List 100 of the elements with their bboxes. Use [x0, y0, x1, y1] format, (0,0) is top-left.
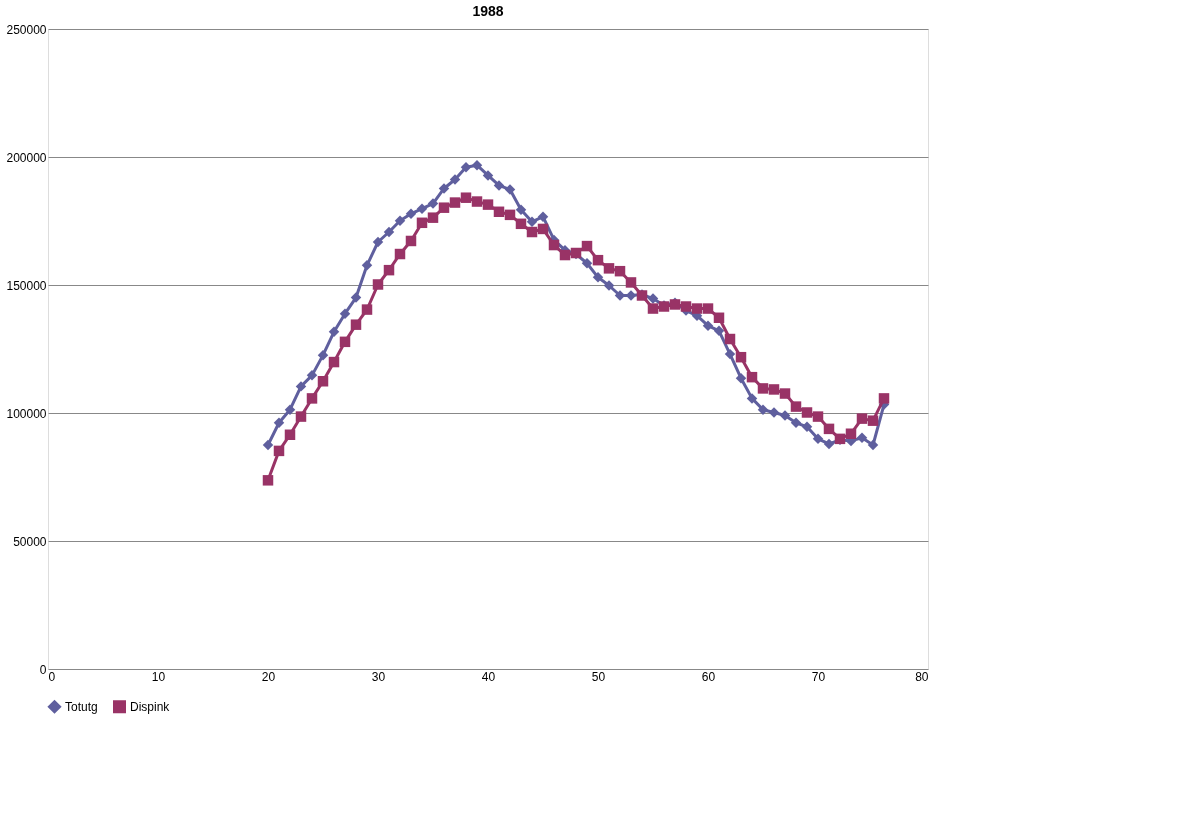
point — [328, 326, 340, 338]
x-tick-label: 60 — [701, 669, 716, 684]
point — [493, 206, 505, 218]
point — [383, 226, 395, 238]
point — [449, 174, 461, 185]
point — [625, 277, 637, 288]
point — [262, 475, 274, 486]
point — [581, 258, 593, 269]
point — [603, 280, 615, 291]
point — [350, 319, 362, 330]
point — [284, 429, 296, 440]
point — [394, 215, 406, 226]
point — [592, 272, 604, 283]
point — [647, 303, 659, 314]
x-tick-label: 40 — [481, 669, 496, 684]
point — [746, 393, 758, 404]
point — [713, 325, 725, 337]
point — [603, 263, 615, 274]
point — [537, 211, 549, 222]
point — [581, 240, 593, 252]
point — [559, 249, 571, 261]
point — [878, 393, 890, 404]
point — [262, 439, 274, 451]
point — [801, 421, 813, 433]
x-tick-label: 10 — [151, 669, 166, 684]
point — [735, 351, 747, 363]
point — [856, 432, 868, 444]
point — [691, 303, 703, 314]
point — [790, 417, 802, 428]
point — [449, 197, 461, 208]
point — [515, 218, 527, 230]
x-tick-label: 80 — [915, 669, 929, 684]
point — [394, 248, 406, 260]
point — [823, 438, 835, 450]
chart-title: 1988 — [472, 3, 504, 19]
point — [768, 384, 780, 395]
point — [823, 423, 835, 435]
point — [361, 304, 373, 315]
point — [284, 404, 296, 415]
point — [779, 388, 791, 399]
point — [482, 170, 494, 181]
point — [482, 199, 494, 210]
point — [768, 407, 780, 418]
point — [295, 381, 307, 392]
legend-label: Totutg — [65, 699, 98, 714]
point — [383, 264, 395, 276]
point — [372, 279, 384, 290]
point — [702, 320, 714, 331]
point — [757, 404, 769, 415]
point — [680, 301, 692, 312]
point — [295, 411, 307, 422]
x-tick-label: 70 — [811, 669, 826, 684]
point — [592, 254, 604, 266]
point — [867, 415, 879, 426]
point — [647, 293, 659, 304]
y-tick-label: 250000 — [6, 22, 47, 37]
point — [735, 372, 747, 384]
point — [713, 312, 725, 324]
point — [427, 198, 439, 209]
point — [504, 184, 516, 195]
point — [350, 292, 362, 303]
point — [504, 209, 516, 221]
point — [867, 439, 879, 451]
point — [493, 180, 505, 191]
point — [306, 393, 318, 404]
y-tick-label: 100000 — [6, 406, 47, 421]
point — [405, 208, 417, 220]
point — [515, 204, 527, 215]
point — [438, 202, 450, 213]
x-tick-label: 50 — [591, 669, 606, 684]
point — [801, 407, 813, 418]
point — [812, 411, 824, 422]
point — [779, 410, 791, 421]
point — [339, 336, 351, 348]
point — [845, 428, 857, 439]
x-tick-label: 30 — [371, 669, 386, 684]
point — [273, 417, 285, 428]
point — [416, 217, 428, 229]
x-tick-label: 20 — [261, 669, 276, 684]
point — [405, 235, 417, 247]
point — [724, 348, 736, 360]
point — [724, 333, 736, 345]
point — [614, 265, 626, 277]
point — [438, 183, 450, 194]
point — [339, 308, 351, 319]
point — [317, 376, 329, 387]
point — [306, 370, 318, 381]
point — [273, 445, 285, 457]
point — [702, 303, 714, 314]
point — [372, 236, 384, 248]
point — [471, 196, 483, 207]
y-tick-label: 150000 — [6, 278, 47, 293]
point — [526, 226, 538, 238]
point — [460, 162, 472, 173]
point — [471, 159, 483, 171]
point — [460, 192, 472, 203]
point — [427, 212, 439, 223]
point — [757, 383, 769, 394]
point — [746, 371, 758, 383]
point — [361, 260, 373, 271]
